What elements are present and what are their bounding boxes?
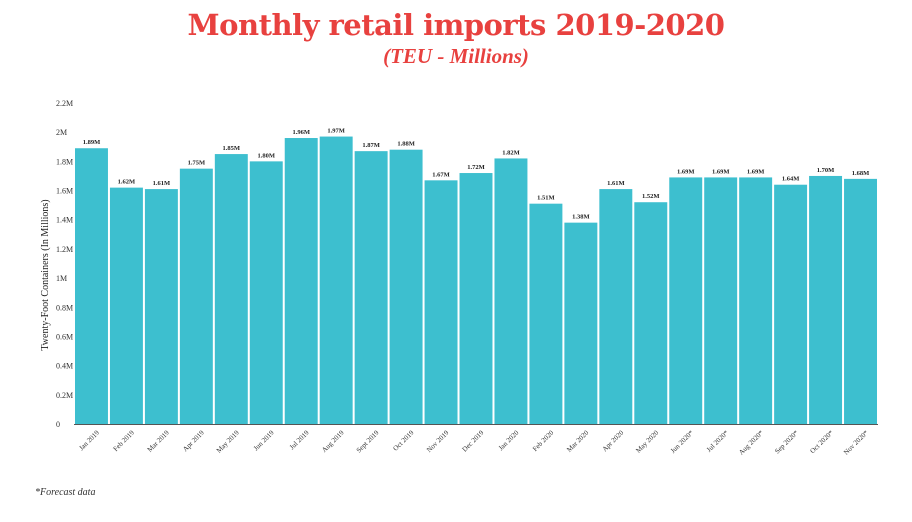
data-label: 1.72M [467,164,485,171]
data-label: 1.69M [747,168,765,175]
bar [599,189,633,424]
bar [774,184,808,424]
bar [75,148,108,424]
x-tick-label: Feb 2020 [531,428,556,453]
bar [529,203,563,424]
data-label: 1.52M [642,193,660,200]
data-label: 1.85M [223,145,241,152]
x-tick-label: Jan 2020 [497,428,521,452]
data-label: 1.82M [502,149,520,156]
x-tick-label: Mar 2020 [565,428,590,453]
y-tick-label: 0.2M [56,391,73,400]
data-label: 1.96M [292,129,310,136]
data-label: 1.68M [852,170,870,177]
x-tick-label: Oct 2020* [809,428,836,455]
data-label: 1.64M [782,176,800,183]
x-tick-label: Apr 2020 [601,428,626,453]
y-tick-label: 0.8M [56,303,73,312]
bar [424,180,458,424]
y-tick-label: 1.2M [56,245,73,254]
x-tick-label: Aug 2020* [737,428,765,456]
data-label: 1.97M [327,128,345,135]
data-label: 1.88M [397,141,415,148]
y-tick-label: 0.4M [56,362,73,371]
bar [319,136,353,425]
bar [459,173,493,424]
data-label: 1.69M [677,168,695,175]
x-axis: Jan 2019 Feb 2019 Mar 2019 Apr 2019 May 2019… [74,424,878,457]
data-label: 1.51M [537,195,555,202]
bar [669,177,703,424]
data-label: 1.75M [188,160,206,167]
data-label: 1.70M [817,167,835,174]
x-tick-label: Sept 2019 [355,428,381,454]
chart-title: Monthly retail imports 2019-2020 [187,8,725,42]
bar [389,149,423,424]
y-tick-label: 1.8M [56,157,73,166]
y-axis: 0 0.2M 0.4M 0.6M 0.8M 1M 1.2M 1.4M 1.6M 1.8M 2M 2.2… [56,99,73,429]
y-tick-label: 1.4M [56,216,73,225]
bar [844,178,877,424]
x-tick-label: Oct 2019 [392,428,416,452]
x-tick-label: May 2020 [634,428,660,454]
data-label: 1.80M [258,152,276,159]
x-tick-label: Jul 2020* [705,428,730,453]
x-tick-label: Aug 2019 [320,428,346,454]
x-tick-label: Jun 2020* [669,428,695,454]
y-tick-label: 0.6M [56,332,73,341]
bar [214,154,248,424]
bars: 1.89M 1.62M 1.61M 1.75M 1.85M 1.80M 1.96M 1.97M… [75,128,877,425]
y-tick-label: 1.6M [56,187,73,196]
data-label: 1.67M [432,171,450,178]
bar [109,187,143,424]
data-label: 1.61M [153,180,171,187]
bar [144,189,178,424]
x-tick-label: Feb 2019 [112,428,137,453]
data-label: 1.87M [362,142,380,149]
bar [634,202,668,424]
data-label: 1.69M [712,168,730,175]
y-tick-label: 1M [56,274,67,283]
y-tick-label: 2.2M [56,99,73,108]
bar [354,151,388,424]
x-tick-label: Sep 2020* [773,428,800,455]
bar [809,175,843,424]
bar [564,222,598,424]
bar [249,161,283,424]
y-tick-label: 0 [56,420,60,429]
x-tick-label: Apr 2019 [181,428,206,453]
y-tick-label: 2M [56,128,67,137]
x-tick-label: Mar 2019 [146,428,171,453]
x-tick-label: Jul 2019 [288,428,311,451]
x-tick-label: Nov 2020* [842,428,870,456]
bar [179,168,213,424]
bar [739,177,773,424]
data-label: 1.61M [607,180,625,187]
x-tick-label: Jan 2019 [77,428,101,452]
bar [704,177,738,424]
x-tick-label: Nov 2019 [425,428,451,454]
footnote: *Forecast data [35,487,96,498]
chart-subtitle: (TEU - Millions) [383,44,529,68]
bar [284,138,318,424]
x-tick-label: Jun 2019 [252,428,276,452]
x-tick-label: May 2019 [215,428,241,454]
data-label: 1.62M [118,179,136,186]
x-tick-label: Dec 2019 [461,428,486,453]
data-label: 1.38M [572,214,590,221]
data-label: 1.89M [83,139,101,146]
bar [494,158,528,425]
y-axis-label: Twenty-Foot Containers (In Millions) [40,199,51,350]
